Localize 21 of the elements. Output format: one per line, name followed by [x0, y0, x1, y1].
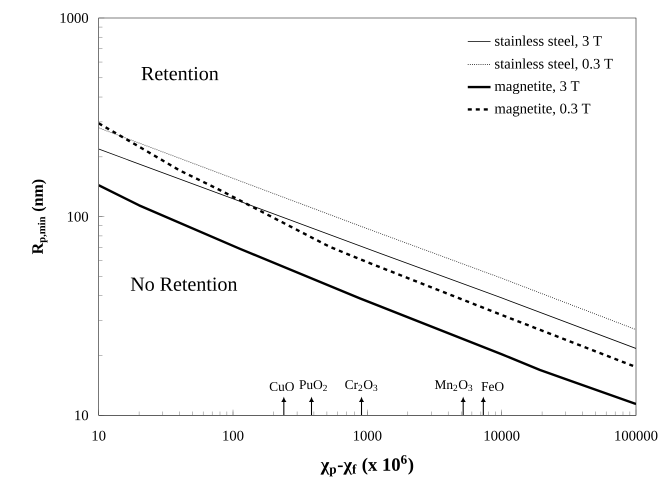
legend-label: magnetite, 0.3 T [494, 104, 590, 116]
ref-line-label: PuO$_{2}$ [299, 380, 327, 392]
y-tick-label: 10 [75, 410, 88, 420]
y-tick-label: 100 [68, 212, 88, 222]
x-tick-label: 1000 [354, 430, 382, 441]
legend-label: magnetite, 3 T [494, 81, 580, 94]
ref-line-label: FeO [481, 382, 504, 392]
x-tick-label: 10000 [484, 430, 520, 441]
annotation: No Retention [130, 277, 238, 291]
legend-label: stainless steel, 0.3 T [495, 58, 613, 71]
y-axis-title: R$_{p,min}$ (nm) [32, 180, 48, 254]
x-axis-title: χ$_{p}$-χ$_{f}$ (x 10$^{6}$) [320, 455, 414, 476]
x-tick-label: 10 [92, 430, 106, 441]
legend-label: stainless steel, 3 T [495, 36, 602, 48]
ref-line-label: CuO [270, 382, 294, 392]
x-tick-label: 100 [223, 430, 244, 441]
annotation: Retention [142, 66, 218, 80]
ref-line-label: Mn$_{2}$O$_{3}$ [434, 380, 472, 392]
x-tick-label: 100000 [615, 430, 658, 441]
ref-line-label: Cr$_{2}$O$_{3}$ [345, 380, 378, 392]
y-tick-label: 1000 [60, 13, 88, 23]
